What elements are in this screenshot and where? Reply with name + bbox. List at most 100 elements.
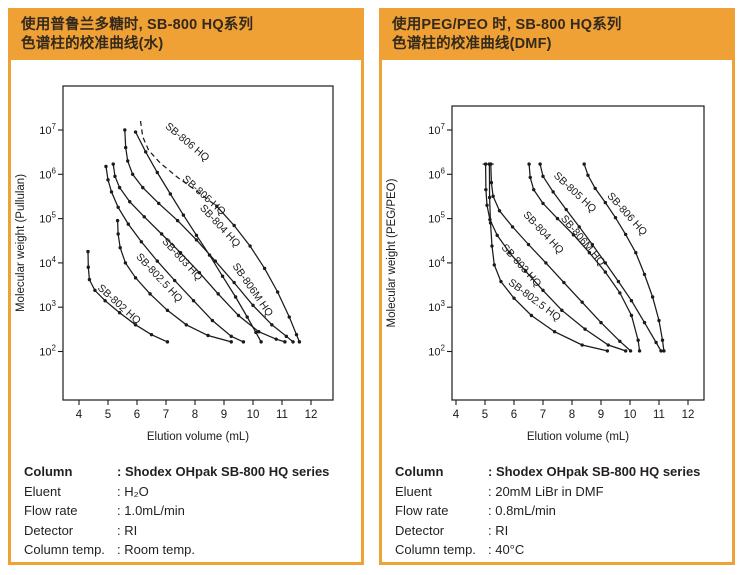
data-point: [229, 334, 233, 339]
data-point: [155, 171, 159, 175]
spec-table: Column: Shodex OHpak SB-800 HQ series Elu…: [11, 455, 361, 560]
data-point: [111, 162, 115, 167]
x-tick-label: 8: [569, 409, 575, 421]
data-point: [551, 190, 555, 194]
y-tick-label: 102: [428, 344, 445, 359]
curve-label-SB-802-HQ: SB-802 HQ: [95, 282, 143, 327]
data-point: [629, 314, 634, 318]
y-tick-label: 102: [39, 344, 56, 359]
data-point: [560, 308, 564, 313]
data-point: [529, 314, 534, 318]
data-point: [538, 162, 542, 167]
spec-label: Detector: [395, 522, 445, 538]
data-point: [184, 323, 188, 327]
data-point: [86, 265, 90, 270]
data-point: [126, 159, 130, 163]
data-point: [562, 281, 566, 285]
x-tick-label: 10: [624, 409, 637, 421]
curve-SB-806M-HQ: [135, 131, 262, 343]
spec-row-eluent: Eluent: 20mM LiBr in DMF: [395, 482, 728, 502]
data-point: [104, 165, 108, 169]
y-tick-label: 105: [428, 211, 445, 226]
data-point: [116, 205, 120, 210]
data-point: [587, 251, 592, 255]
data-point: [117, 311, 122, 315]
spec-row-flow-rate: Flow rate: 0.8mL/min: [395, 501, 728, 521]
data-point: [606, 343, 610, 347]
x-tick-label: 12: [682, 409, 695, 421]
spec-row-flow-rate: Flow rate: 1.0mL/min: [24, 501, 357, 521]
data-point: [623, 232, 628, 237]
y-axis: 102 103 104 105 106 107: [39, 122, 63, 359]
x-tick-label: 11: [653, 409, 665, 421]
data-point: [484, 188, 488, 192]
data-point: [528, 175, 532, 180]
x-axis: 4 5 6 7 8 9 10 11 12: [453, 400, 695, 421]
x-tick-label: 5: [105, 409, 111, 421]
data-point: [291, 340, 295, 344]
y-tick-label: 105: [39, 211, 56, 226]
spec-value: : 40°C: [488, 542, 525, 558]
data-point: [220, 274, 225, 279]
data-point: [155, 259, 159, 264]
spec-value: : Shodex OHpak SB-800 HQ series: [488, 464, 701, 480]
data-point: [629, 299, 634, 303]
spec-row-eluent: Eluent: H₂O: [24, 482, 357, 502]
data-point: [141, 186, 145, 190]
data-point: [133, 130, 138, 134]
panel-title: 使用普鲁兰多糖时, SB-800 HQ系列 色谱柱的校准曲线(水): [11, 11, 361, 61]
data-point: [577, 225, 581, 229]
data-point: [123, 261, 128, 265]
data-point: [283, 340, 287, 344]
curve-label-SB-806-HQ: SB-806 HQ: [605, 190, 650, 238]
data-point: [618, 339, 622, 344]
data-point: [232, 281, 236, 285]
spec-value: : Room temp.: [117, 542, 196, 558]
data-point: [165, 340, 170, 344]
data-point: [213, 259, 217, 264]
data-point: [490, 244, 494, 249]
y-axis-title: Molecular weight (PEG/PEO): [386, 179, 398, 328]
data-point: [86, 250, 90, 254]
data-point: [106, 178, 110, 182]
x-tick-label: 5: [482, 409, 488, 421]
data-point: [523, 269, 528, 274]
data-point: [618, 291, 622, 295]
data-point: [262, 266, 267, 271]
spec-label: Column temp.: [24, 542, 105, 558]
panel-title-line1: 使用PEG/PEO 时, SB-800 HQ系列: [392, 17, 622, 33]
y-tick-label: 104: [428, 255, 445, 270]
panel-peg-peo-dmf: 使用PEG/PEO 时, SB-800 HQ系列 色谱柱的校准曲线(DMF) 4…: [379, 8, 735, 565]
data-point: [215, 204, 219, 209]
x-tick-label: 4: [453, 409, 460, 421]
spec-value: : RI: [488, 522, 509, 538]
data-point: [165, 308, 170, 313]
curve-SB-806M-HQ: [539, 164, 662, 352]
data-point: [580, 343, 584, 347]
data-point: [233, 295, 238, 299]
data-point: [115, 219, 120, 223]
data-point: [499, 280, 503, 284]
data-point: [133, 276, 138, 280]
data-point: [236, 314, 241, 318]
data-point: [541, 201, 545, 206]
data-point: [544, 261, 548, 265]
data-point: [564, 208, 568, 212]
data-point: [87, 278, 92, 282]
data-point: [507, 251, 512, 255]
x-tick-label: 7: [163, 409, 169, 421]
data-point: [139, 240, 144, 244]
y-tick-label: 107: [428, 122, 445, 137]
data-point: [526, 243, 531, 247]
data-point: [128, 200, 132, 204]
data-point: [582, 162, 586, 167]
data-point: [248, 244, 252, 249]
data-point: [144, 150, 148, 154]
data-point: [492, 263, 496, 267]
data-point: [113, 174, 117, 179]
spec-value: : 0.8mL/min: [488, 503, 556, 519]
data-point: [637, 349, 642, 353]
data-point: [181, 213, 186, 218]
x-axis-title: Elution volume (mL): [147, 431, 249, 443]
curve-label-SB-806M-HQ: SB-806M HQ: [230, 261, 276, 319]
